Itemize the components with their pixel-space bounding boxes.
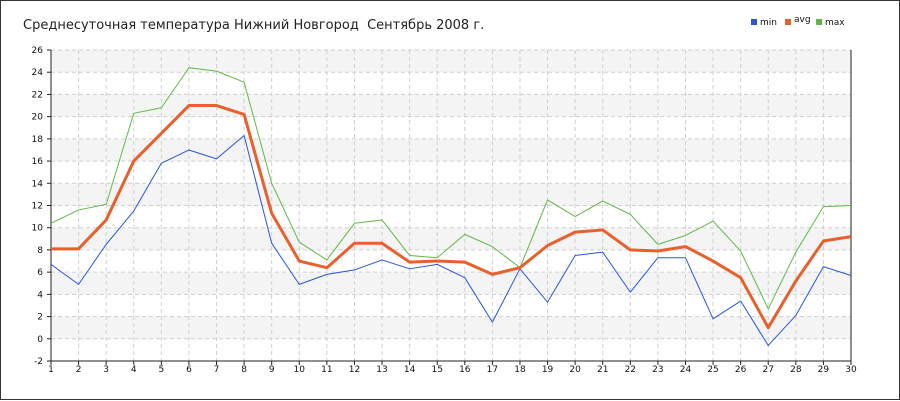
grid-band (51, 50, 851, 73)
legend-swatch-min (751, 19, 757, 25)
chart-title: Среднесуточная температура Нижний Новгор… (23, 18, 485, 33)
legend-swatch-max (816, 19, 822, 25)
y-tick-label: 26 (32, 46, 44, 56)
x-tick-label: 3 (103, 365, 109, 375)
y-tick-label: 22 (32, 90, 43, 100)
x-tick-label: 12 (349, 365, 360, 375)
x-tick-label: 4 (131, 365, 137, 375)
x-tick-label: 21 (597, 365, 608, 375)
x-tick-label: 11 (321, 365, 332, 375)
x-tick-label: 6 (186, 365, 192, 375)
x-tick-label: 20 (569, 365, 581, 375)
grid-band (51, 227, 851, 250)
x-tick-label: 17 (487, 365, 498, 375)
y-tick-label: 8 (37, 246, 43, 256)
x-tick-label: 16 (459, 365, 471, 375)
x-tick-label: 19 (542, 365, 554, 375)
x-tick-label: 5 (158, 365, 164, 375)
series-line-min (50, 135, 852, 346)
x-tick-label: 15 (431, 365, 442, 375)
grid-band (51, 183, 851, 206)
x-tick-label: 24 (680, 365, 692, 375)
grid-band (51, 94, 851, 117)
x-tick-label: 23 (652, 365, 663, 375)
x-tick-label: 28 (790, 365, 802, 375)
x-tick-label: 9 (269, 365, 275, 375)
y-tick-label: 0 (37, 335, 43, 345)
x-tick-label: 27 (763, 365, 774, 375)
x-tick-label: 25 (707, 365, 718, 375)
grid-band (51, 138, 851, 162)
x-tick-label: 14 (404, 365, 416, 375)
grid-band (51, 316, 851, 339)
series-line-avg (51, 104, 852, 330)
x-tick-label: 2 (76, 365, 82, 375)
x-tick-label: 13 (376, 365, 387, 375)
x-tick-label: 7 (214, 365, 220, 375)
y-tick-label: 16 (32, 157, 44, 167)
y-tick-label: 24 (32, 68, 44, 78)
y-tick-label: 12 (32, 202, 43, 212)
y-tick-label: 20 (32, 113, 44, 123)
y-tick-label: 4 (37, 290, 43, 300)
y-tick-label: 6 (37, 268, 43, 278)
x-tick-label: 18 (514, 365, 526, 375)
y-tick-label: 2 (37, 313, 43, 323)
legend-label-avg: avg (794, 15, 811, 25)
x-tick-label: 1 (48, 365, 54, 375)
y-tick-label: 14 (32, 179, 44, 189)
legend-label-min: min (760, 18, 777, 28)
x-tick-label: 29 (818, 365, 830, 375)
legend-swatch-avg (785, 19, 791, 25)
x-tick-label: 30 (845, 365, 857, 375)
y-tick-label: 10 (32, 224, 44, 234)
x-tick-label: 8 (241, 365, 247, 375)
x-tick-label: 10 (294, 365, 306, 375)
x-tick-label: 26 (735, 365, 747, 375)
series-line-max (50, 67, 852, 310)
x-tick-label: 22 (625, 365, 636, 375)
grid-band (51, 272, 851, 295)
y-tick-label: -2 (34, 357, 43, 367)
legend-label-max: max (825, 18, 845, 28)
y-tick-label: 18 (32, 135, 44, 145)
